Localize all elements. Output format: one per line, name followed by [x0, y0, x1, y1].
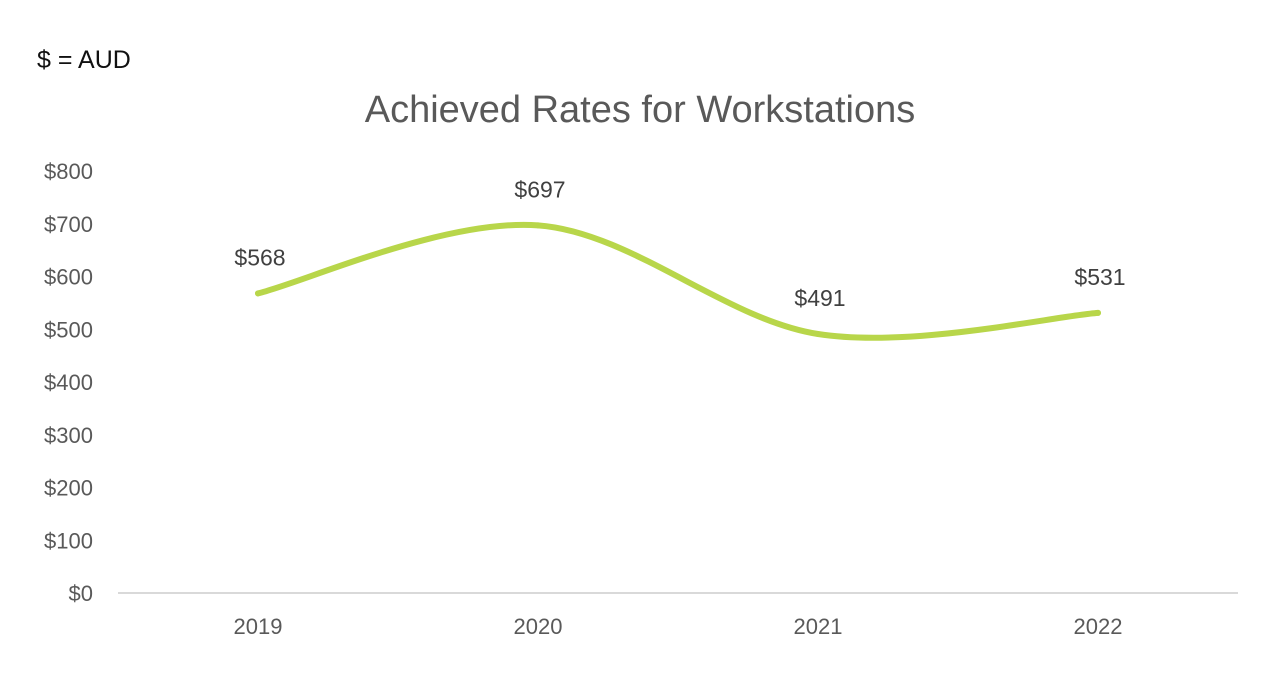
y-tick-label: $300 [44, 423, 93, 448]
chart-title: Achieved Rates for Workstations [365, 89, 916, 131]
y-tick-label: $400 [44, 370, 93, 395]
x-axis: 2019 2020 2021 2022 [234, 614, 1123, 639]
series-layer [255, 221, 1101, 341]
y-tick-label: $100 [44, 528, 93, 553]
data-point [535, 222, 541, 229]
series-line [255, 221, 1101, 341]
data-point [255, 290, 261, 297]
x-tick-label: 2021 [794, 614, 843, 639]
data-label: $491 [794, 285, 845, 311]
y-tick-label: $800 [44, 159, 93, 184]
y-axis: $0 $100 $200 $300 $400 $500 $600 $700 $800 [44, 159, 93, 606]
y-tick-label: $600 [44, 265, 93, 290]
y-tick-label: $500 [44, 317, 93, 342]
y-tick-label: $700 [44, 212, 93, 237]
x-tick-label: 2020 [514, 614, 563, 639]
data-point [1095, 309, 1101, 316]
x-tick-label: 2022 [1074, 614, 1123, 639]
y-tick-label: $0 [69, 581, 93, 606]
currency-note: $ = AUD [37, 46, 131, 74]
x-tick-label: 2019 [234, 614, 283, 639]
data-point [815, 330, 821, 337]
data-label: $531 [1074, 264, 1125, 290]
data-label: $568 [234, 244, 285, 270]
data-label-layer: $568 $697 $491 $531 [234, 176, 1125, 311]
data-label: $697 [514, 176, 565, 202]
y-tick-label: $200 [44, 476, 93, 501]
